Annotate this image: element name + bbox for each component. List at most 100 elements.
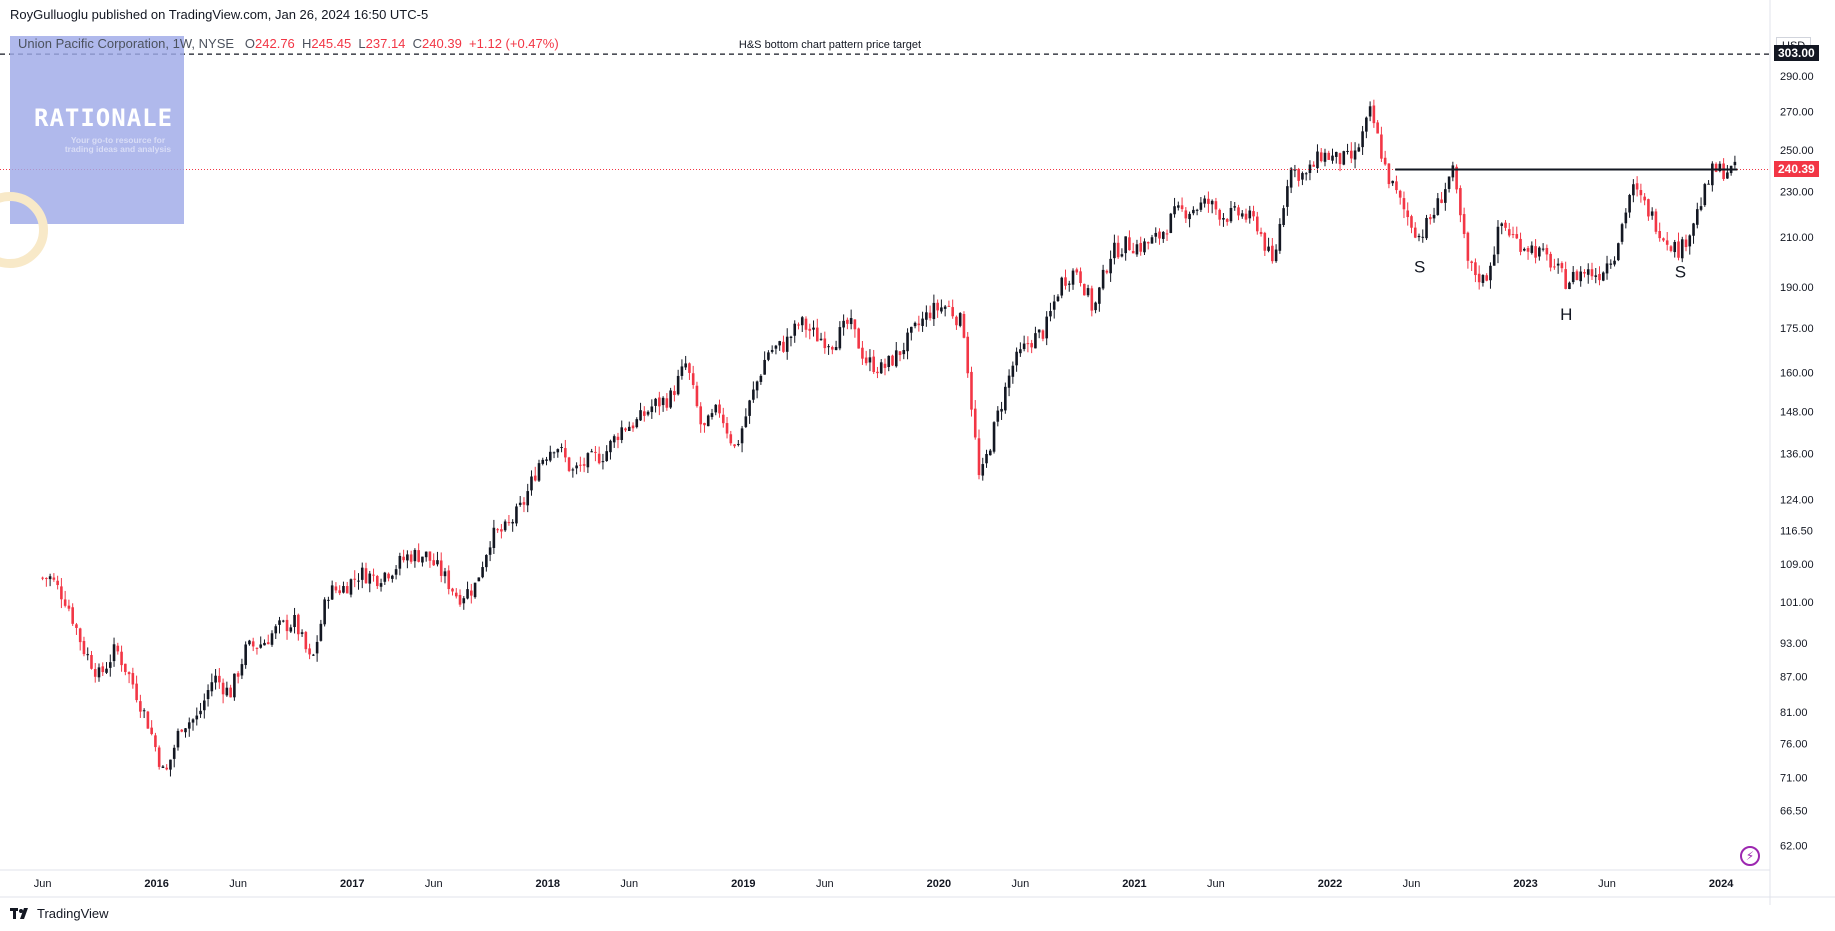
time-axis[interactable]: Jun 2016 Jun 2017 Jun 2018 Jun 2019 Jun 2020 Jun 20… (34, 878, 1735, 890)
candle-body (1192, 209, 1195, 214)
price-tick-label: 160.00 (1780, 368, 1814, 380)
candle (466, 581, 469, 600)
candle (1402, 191, 1406, 219)
candle-body (1523, 248, 1526, 251)
candle (1252, 205, 1255, 221)
lightning-icon[interactable]: ⚡ (1740, 846, 1760, 866)
candle (590, 448, 593, 453)
candle-body (894, 350, 898, 367)
candle-body (1500, 223, 1504, 226)
candle (1504, 220, 1507, 231)
candle (349, 578, 353, 598)
candle (831, 345, 834, 355)
candle-body (334, 586, 338, 591)
candle (1271, 237, 1274, 264)
time-tick-label: Jun (620, 878, 638, 890)
candle-body (1538, 247, 1541, 257)
candle-body (767, 352, 770, 360)
candle (620, 420, 624, 444)
candle-body (364, 568, 368, 584)
candle (1711, 161, 1714, 192)
candle-body (1169, 213, 1173, 233)
candle (82, 636, 86, 657)
candle-body (1481, 275, 1485, 283)
footer-brand[interactable]: TradingView (10, 906, 109, 921)
candle (1161, 230, 1165, 243)
candle (1128, 230, 1131, 251)
candle (379, 578, 383, 592)
candle-body (1365, 117, 1368, 132)
candle (1440, 192, 1443, 204)
candle-body (409, 554, 413, 562)
candle-body (774, 345, 778, 349)
annotations-layer: H&S bottom chart pattern price target S H S (0, 39, 1770, 324)
candle (1139, 236, 1143, 256)
candle (774, 344, 778, 355)
footer-brand-label: TradingView (37, 906, 109, 921)
candle (673, 385, 676, 402)
candle-body (383, 572, 387, 582)
candle-body (740, 428, 744, 444)
candle-body (898, 351, 902, 356)
candle (883, 358, 887, 376)
candle (1391, 180, 1394, 186)
candle-body (1064, 277, 1067, 286)
candle-body (1699, 206, 1703, 210)
candle-body (1511, 234, 1515, 236)
candle (1120, 248, 1124, 258)
candle-body (567, 457, 571, 471)
candle-body (1165, 233, 1169, 235)
candle (1688, 234, 1692, 255)
candle-body (699, 406, 703, 425)
candle-body (127, 672, 131, 675)
candle (1177, 201, 1180, 211)
candle (1323, 148, 1327, 167)
candle (184, 727, 187, 738)
time-tick-label: 2019 (731, 878, 755, 890)
candle-body (1308, 164, 1312, 173)
candle-body (1188, 213, 1191, 220)
candle-body (1474, 262, 1477, 276)
candle (191, 718, 195, 731)
candle-body (1079, 271, 1082, 283)
price-axis[interactable]: 290.00 270.00 250.00 230.00 210.00 190.00 175.… (1780, 71, 1814, 852)
candle (1699, 197, 1703, 212)
candle-body (225, 687, 229, 696)
candle-body (1436, 198, 1440, 215)
candle-body (507, 522, 511, 524)
candle-body (1109, 258, 1112, 274)
candle (894, 341, 898, 368)
candle (105, 662, 108, 675)
candle (627, 421, 631, 432)
time-tick-label: 2020 (927, 878, 951, 890)
candle (631, 422, 635, 432)
candle (1282, 205, 1285, 228)
candle-body (1034, 333, 1037, 349)
symbol-legend[interactable]: Union Pacific Corporation, 1W, NYSE O242… (18, 36, 559, 51)
candle-body (1049, 311, 1052, 317)
candle (1530, 241, 1534, 255)
candle-body (1312, 164, 1316, 167)
candle-body (1304, 173, 1308, 175)
candle (1278, 218, 1282, 254)
candle-body (1380, 134, 1383, 159)
candle (391, 574, 394, 583)
candle-body (1350, 150, 1353, 159)
legend-symbol[interactable]: Union Pacific Corporation, 1W, NYSE (18, 36, 235, 51)
candle (1673, 239, 1677, 258)
candle-body (1015, 351, 1018, 366)
candle (45, 577, 48, 587)
price-tick-label: 175.00 (1780, 323, 1814, 335)
candle-body (233, 673, 236, 698)
candle-body (673, 391, 676, 396)
candle (1481, 274, 1485, 287)
candle (1380, 126, 1383, 163)
candle-body (951, 307, 954, 317)
candle-body (485, 555, 488, 568)
candle (1101, 264, 1105, 291)
candle (763, 351, 766, 375)
candle-body (819, 338, 823, 341)
candle-body (135, 683, 138, 701)
candle-body (981, 464, 985, 476)
